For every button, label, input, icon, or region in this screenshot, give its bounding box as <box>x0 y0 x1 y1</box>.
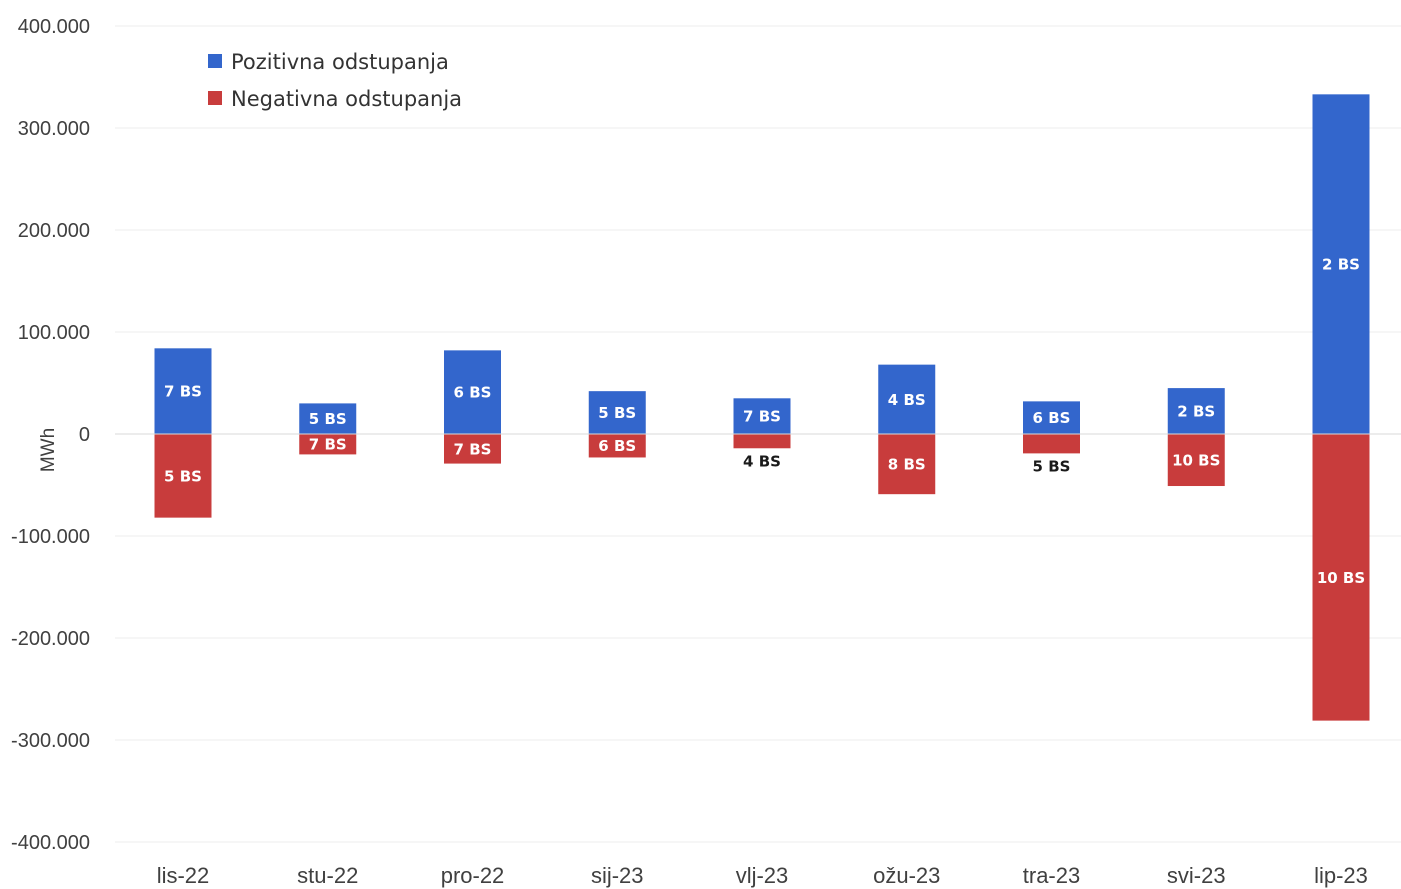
bar-negative <box>733 434 791 449</box>
y-tick-label: 100.000 <box>18 322 90 344</box>
x-tick-label: pro-22 <box>441 863 505 888</box>
data-label-negative: 6 BS <box>598 437 636 455</box>
x-tick-label: lip-23 <box>1314 863 1368 888</box>
data-label-negative: 4 BS <box>743 452 781 470</box>
y-tick-label: -300.000 <box>11 730 90 752</box>
bar-negative <box>588 434 646 458</box>
data-label-positive: 4 BS <box>888 391 926 409</box>
data-label-positive: 2 BS <box>1177 403 1215 421</box>
y-tick-label: 0 <box>79 424 90 446</box>
data-label-negative: 10 BS <box>1172 452 1220 470</box>
bars <box>154 94 1370 721</box>
bar-positive <box>588 391 646 434</box>
bar-positive <box>1312 94 1370 434</box>
legend-label-negative: Negativna odstupanja <box>231 87 462 111</box>
data-label-negative: 7 BS <box>309 436 347 454</box>
legend-swatch-negative <box>208 91 222 105</box>
data-label-negative: 5 BS <box>1033 457 1071 475</box>
bar-negative <box>154 434 212 518</box>
data-label-negative: 7 BS <box>454 440 492 458</box>
legend-swatch-positive <box>208 54 222 68</box>
x-tick-label: ožu-23 <box>873 863 940 888</box>
bar-positive <box>1023 401 1080 434</box>
bar-positive <box>733 398 791 434</box>
bar-positive <box>1167 388 1225 434</box>
y-tick-label: -100.000 <box>11 526 90 548</box>
bar-negative <box>1167 434 1225 487</box>
x-tick-label: vlj-23 <box>736 863 789 888</box>
data-label-negative: 10 BS <box>1317 569 1365 587</box>
x-tick-label: sij-23 <box>591 863 644 888</box>
legend-label-positive: Pozitivna odstupanja <box>231 50 449 74</box>
data-label-positive: 2 BS <box>1322 256 1360 274</box>
data-label-positive: 5 BS <box>598 404 636 422</box>
bar-positive <box>154 348 212 434</box>
data-label-positive: 7 BS <box>164 383 202 401</box>
y-axis-label: MWh <box>38 428 59 472</box>
y-tick-label: 400.000 <box>18 16 90 38</box>
data-label-positive: 5 BS <box>309 410 347 428</box>
data-label-negative: 5 BS <box>164 467 202 485</box>
bar-negative <box>444 434 501 464</box>
bar-negative <box>1023 434 1080 454</box>
data-labels: 7 BS 5 BS 6 BS 5 BS 7 BS 4 BS 6 BS 2 BS 2 BS 5 BS… <box>164 256 1365 587</box>
x-axis-ticks: lis-22 stu-22 pro-22 sij-23 vlj-23 ožu-23 tra-… <box>157 863 1368 888</box>
bar-negative <box>878 434 936 495</box>
bar-negative <box>1312 434 1370 721</box>
bar-negative <box>299 434 357 455</box>
legend: Pozitivna odstupanja Negativna odstupanj… <box>208 50 462 111</box>
y-tick-label: -400.000 <box>11 832 90 854</box>
data-label-positive: 6 BS <box>1033 409 1071 427</box>
y-axis-ticks: 400.000 300.000 200.000 100.000 0 -100.000 -20… <box>11 16 90 854</box>
x-tick-label: tra-23 <box>1023 863 1080 888</box>
data-label-positive: 6 BS <box>454 384 492 402</box>
bar-positive <box>878 364 936 434</box>
y-tick-label: 300.000 <box>18 118 90 140</box>
data-label-negative: 8 BS <box>888 456 926 474</box>
x-tick-label: svi-23 <box>1167 863 1226 888</box>
bar-positive <box>299 403 357 434</box>
data-label-positive: 7 BS <box>743 408 781 426</box>
x-tick-label: stu-22 <box>297 863 358 888</box>
gridlines <box>115 25 1401 843</box>
bar-positive <box>444 350 501 434</box>
x-tick-label: lis-22 <box>157 863 210 888</box>
y-tick-label: -200.000 <box>11 628 90 650</box>
y-tick-label: 200.000 <box>18 220 90 242</box>
